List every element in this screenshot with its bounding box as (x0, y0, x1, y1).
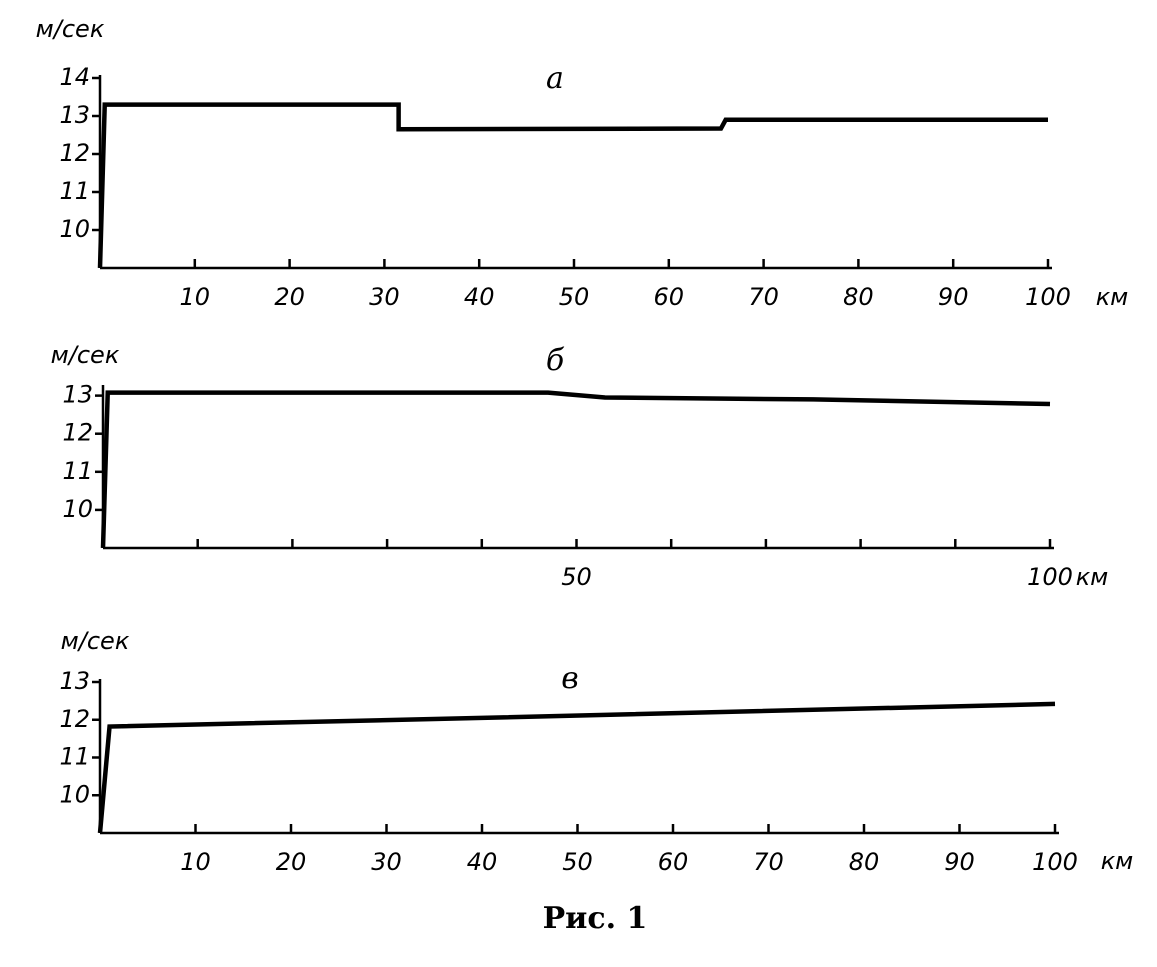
x-tick-label: 50 (561, 563, 592, 591)
y-tick-label: 13 (62, 381, 93, 409)
y-tick-label: 14 (59, 63, 90, 91)
figure-caption: Рис. 1 (543, 901, 648, 936)
data-line (97, 701, 1056, 834)
y-axis-label: м/сек (61, 627, 130, 655)
x-tick-label: 60 (658, 848, 689, 876)
x-tick-label: 100 (1032, 848, 1078, 876)
x-tick-label: 40 (464, 283, 495, 311)
x-tick-label: 90 (944, 848, 975, 876)
x-tick-label: 40 (467, 848, 498, 876)
x-tick-label: 100 (1025, 283, 1071, 311)
x-tick-label: 20 (274, 283, 305, 311)
x-tick-label: 80 (849, 848, 880, 876)
x-tick-label: 30 (369, 283, 400, 311)
x-tick-label: 30 (371, 848, 402, 876)
y-tick-label: 11 (59, 743, 90, 771)
y-tick-label: 12 (59, 139, 90, 167)
y-axis-label: м/сек (51, 341, 120, 369)
x-tick-label: 10 (180, 283, 211, 311)
data-line (97, 102, 1048, 269)
x-axis-unit: км (1076, 563, 1109, 591)
y-tick-label: 11 (62, 457, 93, 485)
x-axis-unit: км (1101, 847, 1134, 875)
x-tick-label: 100 (1027, 563, 1073, 591)
y-tick-label: 11 (59, 177, 90, 205)
panel-title: а (546, 61, 564, 96)
x-tick-label: 50 (559, 283, 590, 311)
data-line (100, 390, 1051, 549)
y-tick-label: 10 (62, 495, 93, 523)
y-tick-label: 12 (59, 705, 90, 733)
x-tick-label: 50 (562, 848, 593, 876)
x-tick-label: 70 (748, 283, 779, 311)
x-tick-label: 20 (276, 848, 307, 876)
x-tick-label: 90 (938, 283, 969, 311)
y-tick-label: 10 (59, 780, 90, 808)
y-tick-label: 12 (62, 419, 93, 447)
x-tick-label: 10 (180, 848, 211, 876)
y-tick-label: 13 (59, 667, 90, 695)
x-tick-label: 70 (753, 848, 784, 876)
x-tick-label: 80 (843, 283, 874, 311)
y-tick-label: 10 (59, 215, 90, 243)
x-axis-unit: км (1096, 283, 1129, 311)
y-tick-label: 13 (59, 101, 90, 129)
x-tick-label: 60 (654, 283, 685, 311)
panel-title: б (546, 343, 565, 378)
y-axis-label: м/сек (36, 15, 105, 43)
panel-title: в (561, 661, 578, 696)
